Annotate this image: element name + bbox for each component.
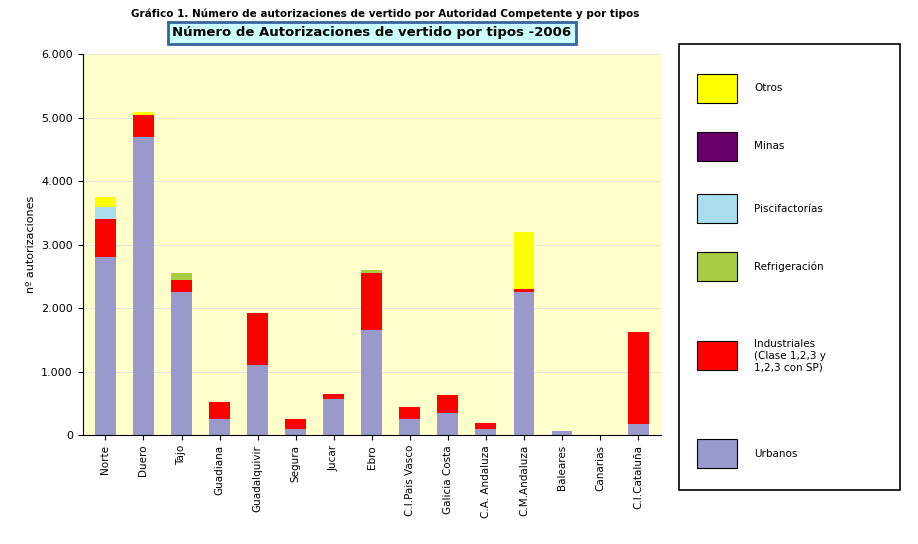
Bar xyxy=(133,112,154,115)
Text: Otros: Otros xyxy=(755,83,783,93)
Bar xyxy=(697,194,736,223)
Text: Minas: Minas xyxy=(755,141,785,151)
Bar xyxy=(285,429,307,435)
Text: Refrigeración: Refrigeración xyxy=(755,261,823,272)
Bar xyxy=(209,419,230,435)
Bar xyxy=(285,419,307,429)
Bar xyxy=(437,413,458,435)
Bar xyxy=(247,366,268,435)
Bar xyxy=(697,132,736,160)
Bar xyxy=(399,407,420,419)
Bar xyxy=(362,331,382,435)
Text: Gráfico 1. Número de autorizaciones de vertido por Autoridad Competente y por ti: Gráfico 1. Número de autorizaciones de v… xyxy=(131,8,640,18)
Bar xyxy=(323,399,344,435)
Bar xyxy=(513,232,534,289)
Bar xyxy=(171,274,192,280)
Bar xyxy=(476,423,497,429)
Bar xyxy=(171,280,192,293)
Bar xyxy=(697,440,736,468)
Bar xyxy=(437,394,458,413)
Text: Industriales
(Clase 1,2,3 y
1,2,3 con SP): Industriales (Clase 1,2,3 y 1,2,3 con SP… xyxy=(755,339,826,373)
Bar xyxy=(247,313,268,366)
Bar xyxy=(209,401,230,419)
Bar xyxy=(628,332,649,424)
Bar xyxy=(362,274,382,331)
Bar xyxy=(513,289,534,293)
Bar xyxy=(95,219,116,257)
Bar xyxy=(95,257,116,435)
Text: Urbanos: Urbanos xyxy=(755,449,798,459)
Bar xyxy=(628,424,649,435)
Bar xyxy=(697,341,736,370)
Bar xyxy=(552,431,573,435)
Bar xyxy=(133,137,154,435)
Bar xyxy=(399,419,420,435)
Text: Número de Autorizaciones de vertido por tipos -2006: Número de Autorizaciones de vertido por … xyxy=(173,26,571,39)
Bar xyxy=(95,207,116,219)
Bar xyxy=(697,252,736,281)
Text: Piscifactorías: Piscifactorías xyxy=(755,203,823,214)
Bar xyxy=(171,293,192,435)
Bar xyxy=(95,197,116,207)
Bar xyxy=(697,73,736,103)
Bar xyxy=(362,270,382,274)
Bar xyxy=(323,394,344,399)
Bar xyxy=(133,115,154,137)
Bar xyxy=(513,293,534,435)
Bar xyxy=(476,429,497,435)
Y-axis label: nº autorizaciones: nº autorizaciones xyxy=(26,196,36,293)
